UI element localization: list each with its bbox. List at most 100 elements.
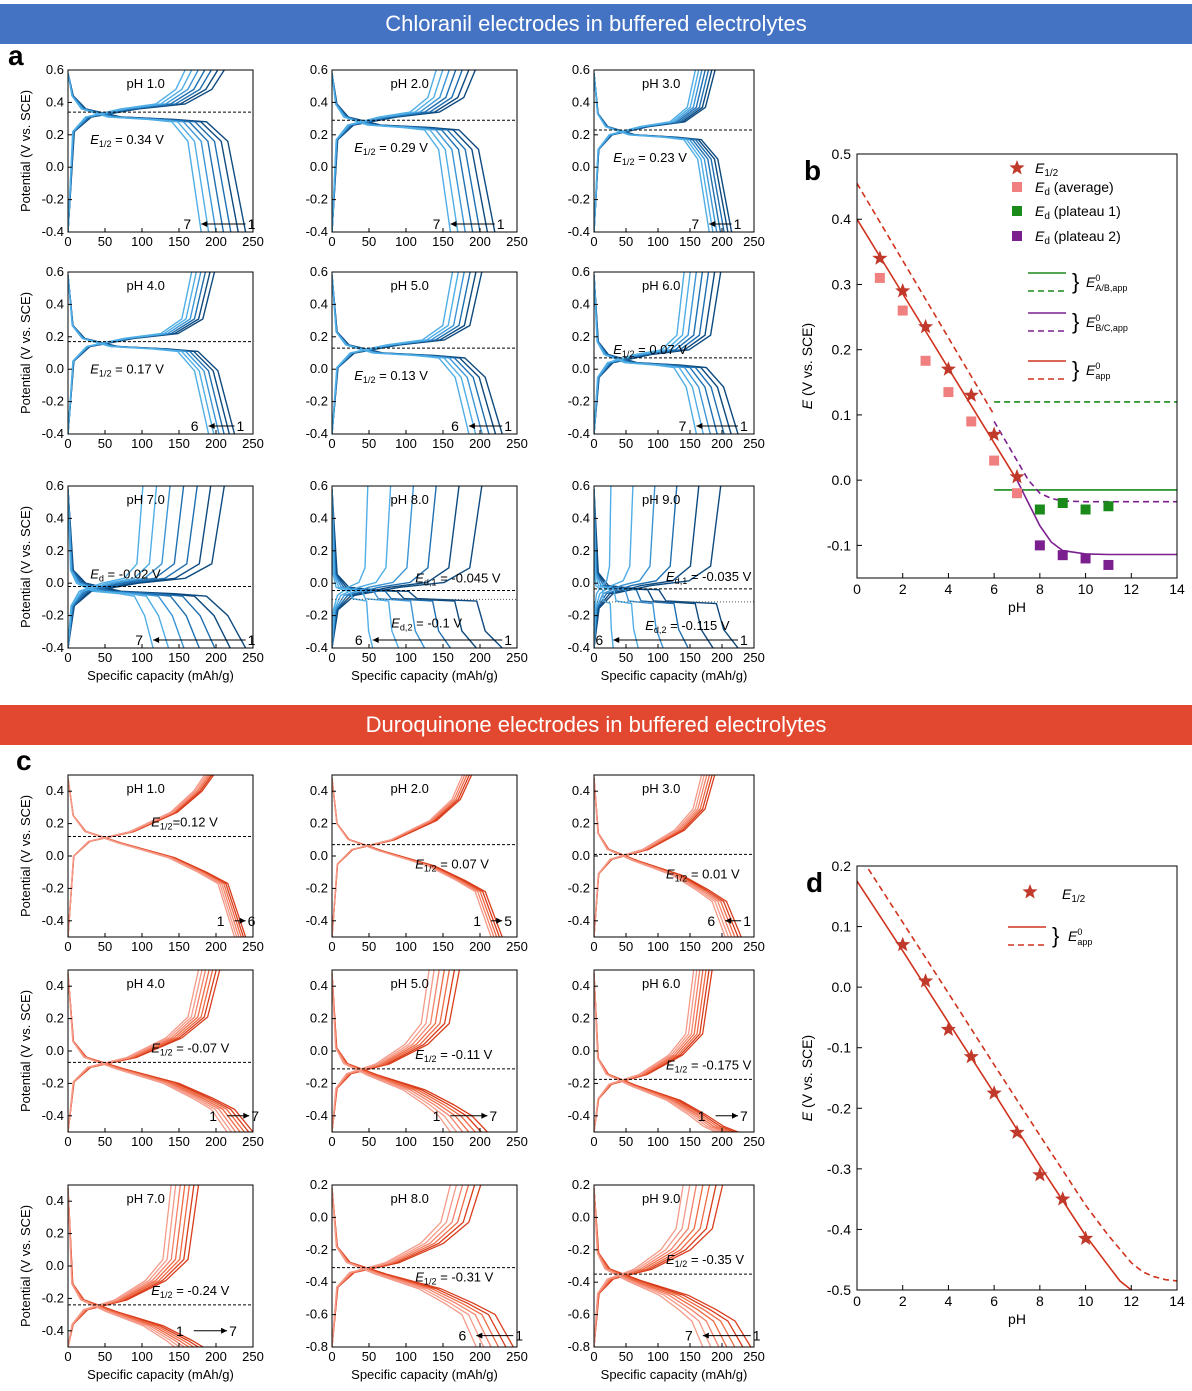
y-tick-label: 0.4 <box>310 296 328 311</box>
curves-group <box>68 486 247 648</box>
cycle-number-left: 1 <box>176 1323 184 1339</box>
discharge-curve <box>68 1188 216 1347</box>
x-tick-label: 50 <box>619 234 633 249</box>
x-tick-label: 250 <box>506 436 528 451</box>
data-point-square <box>1012 488 1022 499</box>
y-axis-label: Potential (V vs. SCE) <box>18 795 33 917</box>
cycle-arrowhead <box>468 423 475 429</box>
x-tick-label: 200 <box>711 234 733 249</box>
discharge-curve <box>68 778 238 937</box>
cycle-number-left: 1 <box>217 913 225 929</box>
e-half-label: E1/2 = 0.29 V <box>354 140 428 157</box>
x-tick-label: 150 <box>432 436 454 451</box>
subplot-title: pH 6.0 <box>642 976 680 991</box>
x-tick-label: 6 <box>990 581 998 597</box>
plot-frame <box>593 69 755 233</box>
y-axis-label: E (V vs. SCE) <box>799 323 815 409</box>
x-tick-label: 150 <box>432 650 454 665</box>
y-tick-label: -0.4 <box>306 640 328 655</box>
data-point-star <box>1078 1230 1094 1245</box>
y-axis-label: Potential (V vs. SCE) <box>18 1205 33 1327</box>
x-tick-label: 14 <box>1169 581 1185 597</box>
x-tick-label: 150 <box>679 234 701 249</box>
subplot-title: pH 9.0 <box>642 492 680 507</box>
legend-brace: } <box>1072 357 1079 382</box>
y-tick-label: -0.2 <box>568 192 590 207</box>
cycle-arrowhead <box>696 423 703 429</box>
x-tick-label: 0 <box>64 436 71 451</box>
y-tick-label: -0.4 <box>306 1274 328 1289</box>
y-tick-label: 0.4 <box>310 94 328 109</box>
y-tick-label: -0.6 <box>568 1307 590 1322</box>
subplot-c-6: 0 50 100 150 200 250 -0.4 -0.2 0.0 0.2 0.4 pH 6.0 E1… <box>568 969 765 1149</box>
cycle-number-right: 5 <box>504 913 512 929</box>
cycle-number-right: 1 <box>734 216 742 232</box>
data-point-star <box>918 318 934 334</box>
charge-curve <box>68 70 186 232</box>
x-axis-label: Specific capacity (mAh/g) <box>87 1367 234 1382</box>
discharge-curve <box>594 275 698 434</box>
plot-frame <box>593 774 755 938</box>
legend-star <box>1009 160 1025 175</box>
cycle-number-left: 6 <box>355 632 363 648</box>
x-tick-label: 150 <box>168 234 190 249</box>
ph-plot-d: 0 2 4 6 8 10 12 14 -0.5 -0.4 -0.3 -0.2 -0.1 0.0 0.1 0.2… <box>799 858 1185 1327</box>
data-point-square <box>1034 540 1045 551</box>
y-tick-label: -0.2 <box>306 608 328 623</box>
charge-curve <box>68 70 193 232</box>
subplot-title: pH 1.0 <box>127 76 165 91</box>
legend-label: E0 app <box>1068 927 1092 947</box>
charge-curve <box>68 272 202 434</box>
curves-group <box>68 272 236 434</box>
subplot-title: pH 3.0 <box>642 76 680 91</box>
y-tick-label: 0.2 <box>572 329 590 344</box>
discharge-curve <box>332 489 426 648</box>
x-tick-label: 50 <box>619 939 633 954</box>
y-tick-label: -0.6 <box>306 1307 328 1322</box>
data-point-square <box>1103 501 1114 512</box>
y-tick-label: 0.2 <box>310 1177 328 1192</box>
x-tick-label: 50 <box>362 1349 376 1364</box>
data-point-star <box>1009 468 1025 484</box>
cycle-number-left: 7 <box>183 216 191 232</box>
charge-curve <box>332 1185 464 1347</box>
x-tick-label: 150 <box>168 939 190 954</box>
cycle-number-left: 6 <box>191 418 199 434</box>
charge-curve <box>332 775 464 937</box>
x-tick-label: 150 <box>679 939 701 954</box>
y-tick-label: -0.2 <box>568 880 590 895</box>
cycle-number-left: 6 <box>595 632 603 648</box>
discharge-curve <box>594 973 739 1132</box>
curves-group <box>594 70 733 232</box>
x-tick-label: 0 <box>853 581 861 597</box>
e-half-label: E1/2 = -0.31 V <box>415 1270 493 1287</box>
x-tick-label: 200 <box>469 436 491 451</box>
charge-curve <box>332 486 392 648</box>
data-point-square <box>1057 497 1068 508</box>
subplot-a-3: 0 50 100 150 200 250 -0.4 -0.2 0.0 0.2 0.4 0.6 pH 3.… <box>568 62 765 249</box>
y-tick-label: -0.4 <box>42 224 64 239</box>
y-tick-label: -0.4 <box>306 1108 328 1123</box>
x-tick-label: 6 <box>990 1293 998 1309</box>
discharge-curve <box>68 1188 194 1347</box>
x-tick-label: 150 <box>679 436 701 451</box>
legend-brace: } <box>1072 309 1079 334</box>
x-tick-label: 200 <box>711 650 733 665</box>
subplot-title: pH 2.0 <box>391 76 429 91</box>
y-tick-label: -0.2 <box>42 192 64 207</box>
discharge-curve <box>68 73 202 232</box>
lines-group <box>857 868 1177 1290</box>
x-tick-label: 150 <box>432 234 454 249</box>
x-tick-label: 50 <box>619 436 633 451</box>
e-half-label: E1/2=0.12 V <box>151 815 218 832</box>
y-tick-label: 0.4 <box>46 1193 64 1208</box>
discharge-curve <box>594 489 689 648</box>
x-tick-label: 200 <box>205 650 227 665</box>
charge-curve <box>68 272 211 434</box>
cycle-arrowhead <box>702 1332 709 1339</box>
x-tick-label: 50 <box>619 1134 633 1149</box>
x-tick-label: 150 <box>168 650 190 665</box>
y-tick-label: 0.0 <box>46 159 64 174</box>
x-tick-label: 0 <box>590 650 597 665</box>
